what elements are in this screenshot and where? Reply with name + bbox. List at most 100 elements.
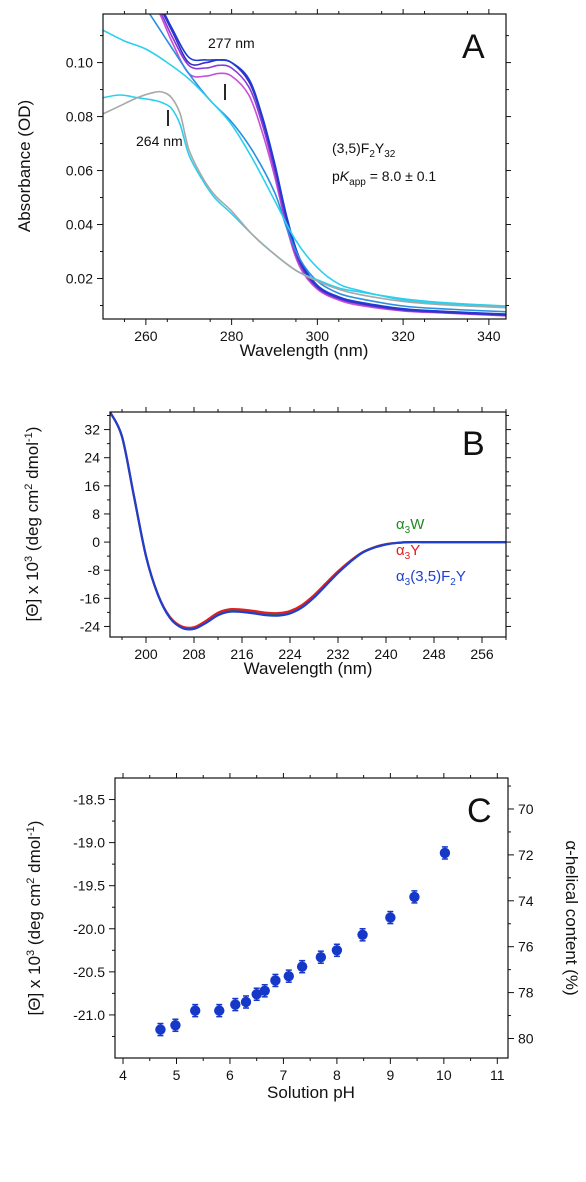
y-tick-label: -24 (80, 618, 100, 634)
y-tick-label: 0.08 (66, 109, 93, 125)
data-point (315, 952, 327, 963)
x-tick-label: 10 (436, 1067, 452, 1083)
panel-b-series-1 (110, 412, 506, 629)
panel-b-series-0 (110, 412, 506, 631)
pka-label: pKapp = 8.0 ± 0.1 (332, 168, 436, 188)
x-tick-label: 260 (134, 328, 158, 344)
panel-a-frame (102, 13, 507, 320)
data-point (439, 847, 451, 859)
panel-a-x-axis-label: Wavelength (nm) (240, 341, 369, 360)
panel-a-series-7 (103, 90, 506, 309)
x-tick-label: 7 (280, 1067, 288, 1083)
data-point (251, 989, 262, 1000)
right-tick-label: 72 (518, 847, 534, 863)
panel-b-ticks: 200 208 216 224 232 240 248 256 -24 -16 -8 0 8 16 24 32 (80, 407, 511, 662)
x-tick-label: 320 (391, 328, 415, 344)
y-tick-label: -20.5 (73, 964, 105, 980)
data-point (296, 961, 308, 972)
panel-c-x-axis-label: Solution pH (267, 1083, 355, 1102)
panel-c-ticks: 4 5 6 7 8 9 10 11-21.0-20.5-20.0-19.5-19.0-18.5… (73, 773, 534, 1083)
y-tick-label: 16 (84, 478, 100, 494)
panel-c-label: C (467, 792, 492, 830)
x-tick-label: 208 (182, 646, 206, 662)
x-tick-label: 8 (333, 1067, 341, 1083)
x-tick-label: 6 (226, 1067, 234, 1083)
annotation-264nm: 264 nm (136, 133, 183, 149)
data-point (357, 929, 368, 940)
x-tick-label: 224 (278, 646, 302, 662)
y-tick-label: -8 (88, 562, 101, 578)
y-tick-label: 0.10 (66, 55, 93, 71)
data-point (230, 999, 241, 1010)
y-tick-label: -16 (80, 590, 100, 606)
x-tick-label: 11 (490, 1067, 505, 1083)
y-tick-label: 0.06 (66, 163, 93, 179)
y-tick-label: 0.02 (66, 271, 93, 287)
y-tick-label: -19.5 (73, 878, 105, 894)
panel-c-frame (114, 777, 509, 1059)
panel-a-series-group (103, 14, 506, 317)
panel-b-y-axis-label: [Θ] x 103 (deg cm2 dmol-1) (23, 427, 42, 622)
data-point (240, 996, 252, 1008)
panel-a-series-0 (159, 14, 506, 317)
compound-label: (3,5)F2Y32 (332, 140, 396, 160)
right-tick-label: 78 (518, 985, 534, 1001)
x-tick-label: 240 (374, 646, 398, 662)
y-tick-label: 32 (84, 422, 100, 438)
panel-a-series-4 (148, 14, 506, 313)
annotation-277nm: 277 nm (208, 35, 255, 51)
x-tick-label: 256 (470, 646, 494, 662)
panel-c-right-axis-label: α-helical content (%) (562, 840, 581, 995)
legend-a3y: α3Y (396, 542, 420, 562)
x-tick-label: 5 (173, 1067, 181, 1083)
data-point (283, 970, 294, 982)
right-tick-label: 70 (518, 801, 534, 817)
right-tick-label: 76 (518, 939, 534, 955)
x-tick-label: 280 (220, 328, 244, 344)
panel-c-ph-scatter: 4 5 6 7 8 9 10 11-21.0-20.5-20.0-19.5-19.0-18.5… (25, 773, 581, 1102)
panel-a-y-axis-label: Absorbance (OD) (15, 100, 34, 232)
panel-c-y-axis-label: [Θ] x 103 (deg cm2 dmol-1) (25, 821, 44, 1016)
x-tick-label: 248 (422, 646, 446, 662)
x-tick-label: 232 (326, 646, 350, 662)
data-point (190, 1005, 201, 1016)
data-point (259, 985, 270, 996)
panel-b-label: B (462, 425, 485, 463)
data-point (331, 945, 343, 956)
data-point (170, 1020, 181, 1031)
data-point (409, 891, 420, 903)
panel-b-x-axis-label: Wavelength (nm) (244, 659, 373, 678)
legend-a3-35f2y: α3(3,5)F2Y (396, 568, 466, 588)
y-tick-label: 8 (92, 506, 100, 522)
panel-a-series-3 (163, 14, 506, 315)
data-point (270, 975, 281, 986)
x-tick-label: 216 (230, 646, 254, 662)
y-tick-label: -18.5 (73, 792, 105, 808)
data-point (214, 1005, 225, 1016)
y-tick-label: -21.0 (73, 1007, 105, 1023)
panel-b-series-2 (110, 412, 506, 631)
y-tick-label: 0 (92, 534, 100, 550)
y-tick-label: 0.04 (66, 217, 93, 233)
panel-b-frame (109, 411, 507, 638)
y-tick-label: 24 (84, 450, 100, 466)
x-tick-label: 9 (386, 1067, 394, 1083)
x-tick-label: 340 (477, 328, 501, 344)
x-tick-label: 200 (134, 646, 158, 662)
y-tick-label: -20.0 (73, 921, 105, 937)
panel-a-absorbance-chart: 260 280 300 320 340 0.02 0.04 0.06 0.08 0.10 A Wa… (15, 9, 511, 360)
panel-a-ticks: 260 280 300 320 340 0.02 0.04 0.06 0.08 0.10 (66, 9, 511, 344)
legend-a3w: α3W (396, 516, 425, 536)
right-tick-label: 80 (518, 1030, 534, 1046)
x-tick-label: 4 (119, 1067, 127, 1083)
panel-b-series-group (110, 412, 506, 631)
y-tick-label: -19.0 (73, 835, 105, 851)
panel-b-cd-chart: 200 208 216 224 232 240 248 256 -24 -16 -8 0 8 16 24 32… (23, 407, 511, 678)
data-point (385, 912, 396, 923)
data-point (155, 1024, 166, 1035)
x-tick-label: 300 (306, 328, 330, 344)
panel-c-points-group (155, 846, 451, 1037)
panel-a-label: A (462, 28, 485, 66)
panel-a-series-6 (103, 94, 506, 307)
